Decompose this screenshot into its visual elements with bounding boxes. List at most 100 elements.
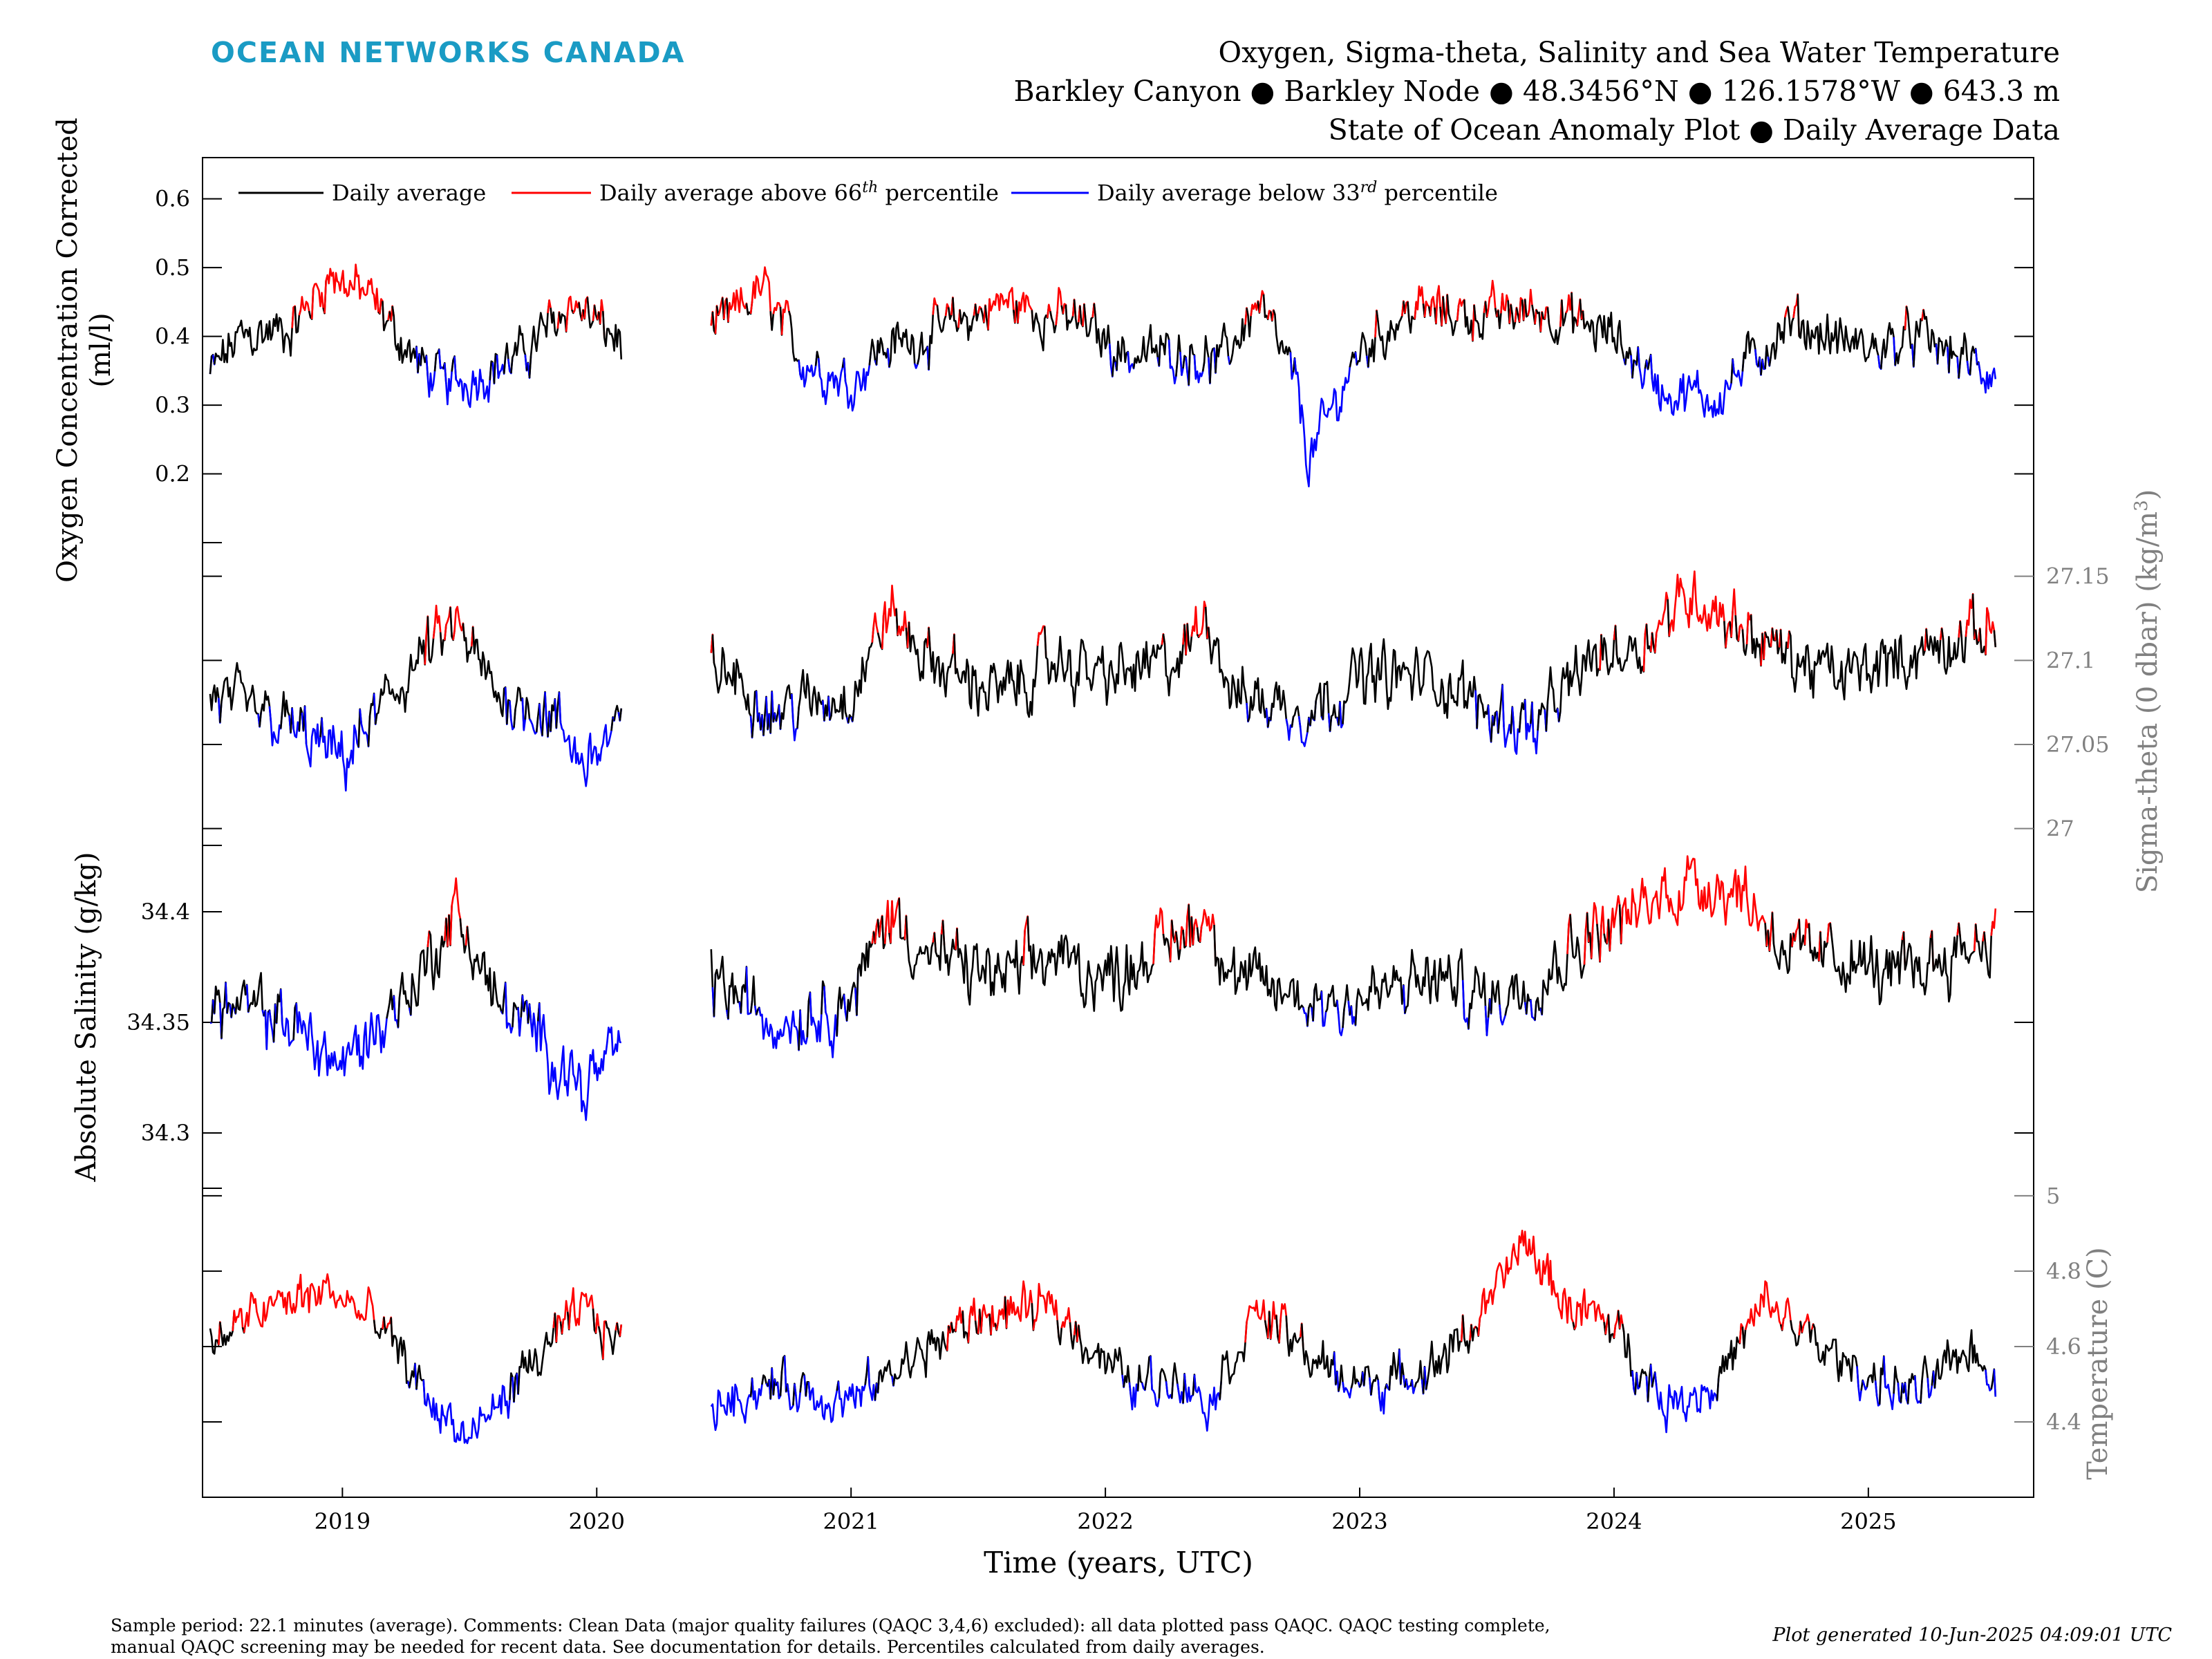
footer-comments-line-1: Sample period: 22.1 minutes (average). C… (111, 1615, 1550, 1635)
oxygen-series-segment (453, 356, 493, 409)
oxygen-series-segment (1017, 292, 1035, 332)
temperature-series-segment (1183, 1374, 1196, 1403)
salinity-series-segment (1324, 984, 1340, 1015)
oxygen-series-segment (936, 303, 948, 333)
legend-label-above: Daily average above 66th percentile (599, 179, 999, 206)
salinity-series-segment (1771, 912, 1794, 974)
salinity-series-segment (234, 980, 250, 1014)
sigma-series-segment (1668, 570, 1727, 648)
oxygen-ytick-label: 0.3 (155, 392, 190, 418)
temperature-series-segment (1150, 1356, 1162, 1407)
x-tick-label: 2024 (1586, 1508, 1642, 1535)
temperature-series-segment (1883, 1356, 1896, 1410)
oxygen-series-segment (1215, 322, 1231, 373)
oxygen-series-segment (798, 351, 818, 388)
sigma-series-segment (928, 627, 955, 698)
salinity-ytick-label: 34.4 (141, 899, 190, 925)
sigma-series-segment (209, 684, 221, 723)
sigma-ytick-label: 27 (2046, 816, 2074, 842)
temperature-series-segment (1993, 1369, 1997, 1397)
salinity-series-segment (1620, 855, 1768, 946)
temperature-series-segment (1300, 1323, 1337, 1385)
oxygen-series-segment (1446, 294, 1460, 337)
oxygen-series-segment (1582, 310, 1627, 365)
salinity-series-segment (295, 1003, 389, 1077)
oxygen-series-segment (1273, 310, 1293, 379)
temperature-series-segment (1653, 1372, 1720, 1434)
temperature-series-segment (837, 1373, 868, 1418)
oxygen-series-segment (1894, 306, 1908, 366)
sigma-series-segment (1985, 607, 1997, 655)
oxygen-series-segment (565, 295, 574, 332)
salinity-series-segment (428, 918, 447, 991)
oxygen-series-segment (1168, 339, 1179, 385)
oxygen-series-segment (1732, 353, 1745, 387)
salinity-series-segment (449, 877, 463, 946)
axes-layer: 2019 2020 2021 2022 2023 2024 2025 0.6 0.5 0.4 0.3… (52, 118, 2164, 1535)
oxygen-series-segment (510, 325, 528, 374)
temperature-series-segment (1060, 1307, 1073, 1340)
salinity-series-segment (713, 955, 729, 1020)
sigma-series-segment (259, 690, 272, 727)
salinity-series-segment (1990, 908, 1997, 936)
oxygen-series-segment (1922, 309, 1939, 364)
oxygen-series-segment (959, 303, 977, 341)
salinity-series-segment (1958, 923, 1977, 964)
oxygen-ytick-label: 0.2 (155, 461, 190, 487)
temperature-series-segment (1078, 1325, 1125, 1388)
sigma-series-segment (908, 621, 930, 682)
salinity-series-segment (1829, 923, 1905, 1006)
sigma-series-segment (303, 706, 323, 768)
salinity-series-segment (1902, 930, 1933, 996)
oxygen-series-segment (780, 299, 791, 335)
sigma-series-segment (881, 584, 899, 650)
temperature-series-segment (422, 1373, 512, 1445)
footer-comments: Sample period: 22.1 minutes (average). C… (111, 1615, 1756, 1658)
temperature-series-segment (517, 1313, 556, 1394)
oxygen-series-segment (987, 287, 1016, 330)
oxygen-series-segment (843, 352, 872, 412)
temperature-series-segment (1477, 1230, 1575, 1336)
sigma-series-segment (427, 616, 436, 664)
temperature-series-segment (1621, 1323, 1635, 1389)
sigma-series-segment (796, 668, 825, 729)
sigma-series-segment (711, 634, 753, 738)
temperature-series-segment (1285, 1315, 1303, 1357)
salinity-series-segment (1213, 924, 1306, 1014)
oxygen-series-segment (1193, 355, 1206, 384)
temperature-series-segment (1573, 1288, 1606, 1335)
sigma-series-segment (779, 684, 794, 730)
temperature-series-segment (1377, 1380, 1388, 1415)
oxygen-series-segment (1958, 332, 1970, 379)
sigma-series-segment (524, 697, 532, 722)
temperature-series-segment (568, 1287, 596, 1331)
temperature-series-segment (710, 1378, 753, 1432)
oxygen-series-segment (1880, 321, 1896, 369)
salinity-series-segment (727, 972, 742, 1020)
chart-title-line-1: Oxygen, Sigma-theta, Salinity and Sea Wa… (1218, 36, 2060, 69)
sigma-series-segment (897, 610, 909, 648)
oxygen-series-segment (1936, 337, 1950, 373)
temperature-series-segment (1812, 1323, 1859, 1387)
salinity-series-segment (1931, 923, 1960, 1003)
oxygen-series-segment (1741, 330, 1758, 372)
sigma-series-segment (1940, 621, 1961, 675)
salinity-series-segment (1468, 966, 1488, 1035)
oxygen-y-axis-label: Oxygen Concentration Corrected(ml/l) (52, 118, 117, 583)
temperature-series-segment (243, 1273, 377, 1333)
x-tick-label: 2025 (1840, 1508, 1896, 1535)
legend: Daily average Daily average above 66th p… (238, 179, 1498, 206)
temperature-series-segment (1244, 1299, 1268, 1343)
legend-label-normal: Daily average (332, 180, 486, 206)
oxygen-series-segment (1414, 285, 1426, 319)
salinity-series-segment (247, 972, 265, 1016)
oxygen-series-segment (1978, 362, 1997, 394)
salinity-series-segment (264, 1009, 270, 1051)
oxygen-series-segment (1228, 308, 1248, 365)
oxygen-series-segment (602, 311, 623, 359)
sigma-series-segment (321, 709, 361, 792)
oxygen-series-segment (1485, 279, 1498, 318)
oxygen-series-segment (749, 266, 773, 330)
sigma-series-segment (1557, 635, 1602, 722)
sigma-series-segment (1162, 624, 1185, 697)
